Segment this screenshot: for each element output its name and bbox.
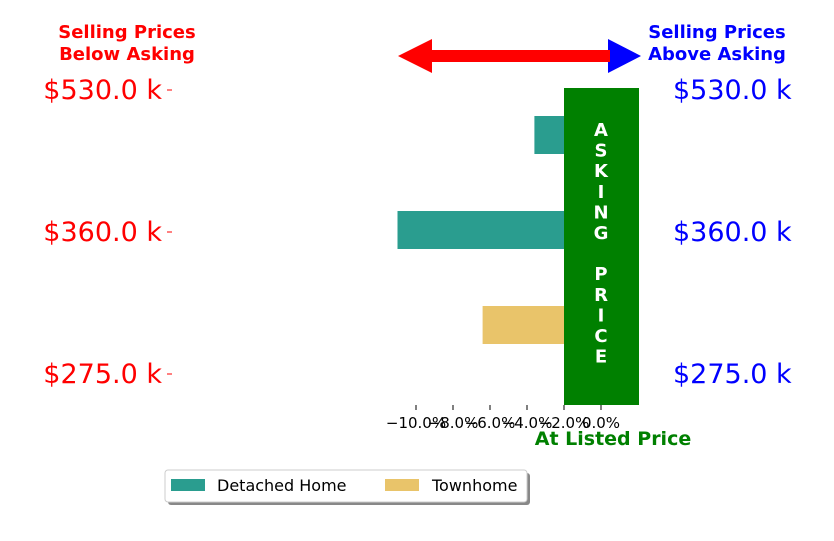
x-axis: −10.0%−8.0%−6.0%−4.0%−2.0%0.0% (386, 405, 620, 432)
band-letter-2: K (594, 161, 609, 182)
asking-price-band (564, 88, 639, 405)
x-tick-label-3: −4.0% (502, 414, 553, 432)
band-letter-11: E (595, 347, 607, 368)
x-tick-label-4: −2.0% (539, 414, 590, 432)
legend: Detached Home Townhome (164, 469, 530, 505)
band-letter-9: I (598, 305, 605, 326)
x-tick-label-1: −8.0% (428, 414, 479, 432)
band-letter-0: A (594, 120, 608, 141)
x-axis-label: At Listed Price (535, 428, 691, 450)
band-letter-10: C (594, 326, 607, 347)
band-letter-3: I (598, 182, 605, 203)
x-tick-label-0: −10.0% (386, 414, 446, 432)
price-labels: $530.0 k $530.0 k $360.0 k $360.0 k $275.0 k… (43, 75, 792, 390)
band-letter-5: G (594, 223, 609, 244)
header-right-line2: Above Asking (648, 44, 786, 65)
x-tick-label-5: 0.0% (582, 414, 620, 432)
band-letter-8: R (594, 285, 608, 306)
header-left-line2: Below Asking (59, 44, 195, 65)
double-arrow-icon (398, 39, 641, 73)
x-tick-label-2: −6.0% (465, 414, 516, 432)
legend-swatch-detached-home (171, 479, 205, 491)
price-label-left-2: $275.0 k (43, 359, 162, 390)
legend-label-detached-home: Detached Home (217, 476, 347, 495)
price-label-right-0: $530.0 k (673, 75, 792, 106)
band-letter-4: N (593, 202, 608, 223)
price-label-left-1: $360.0 k (43, 217, 162, 248)
band-letter-1: S (595, 141, 608, 162)
price-label-left-0: $530.0 k (43, 75, 162, 106)
header-left-line1: Selling Prices (58, 22, 195, 43)
legend-label-townhome: Townhome (431, 476, 517, 495)
price-label-right-2: $275.0 k (673, 359, 792, 390)
header-right-line1: Selling Prices (648, 22, 785, 43)
price-label-right-1: $360.0 k (673, 217, 792, 248)
band-letter-7: P (594, 264, 607, 285)
legend-swatch-townhome (385, 479, 419, 491)
